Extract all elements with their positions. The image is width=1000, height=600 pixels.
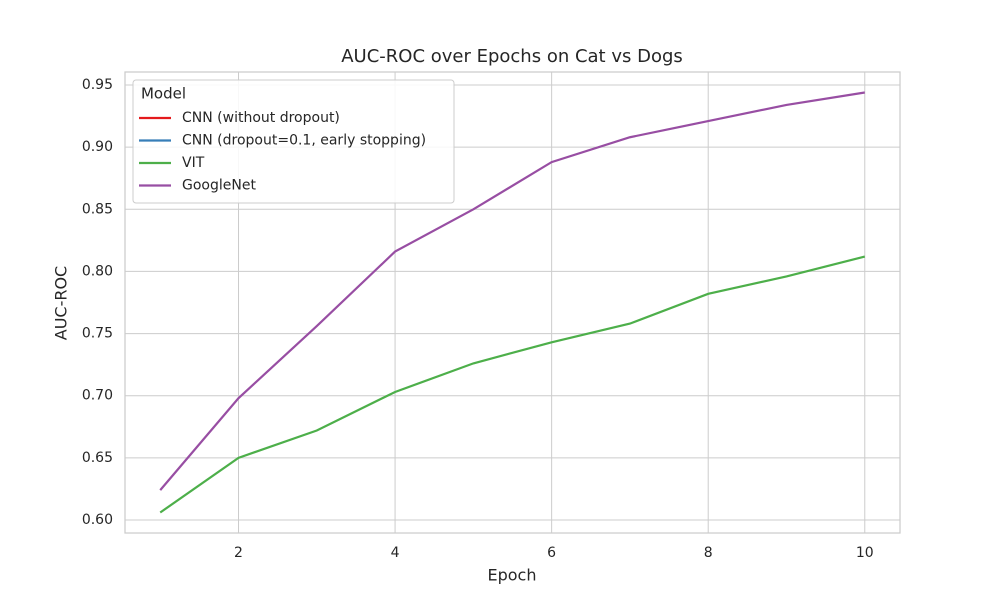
y-tick-label: 0.70: [82, 388, 113, 404]
legend-label: GoogleNet: [182, 178, 256, 194]
x-tick-label: 6: [547, 545, 556, 561]
legend: Model CNN (without dropout) CNN (dropout=0…: [132, 79, 455, 204]
series-line: [159, 255, 866, 514]
legend-label: CNN (without dropout): [182, 110, 340, 126]
legend-label: VIT: [182, 155, 205, 171]
y-tick-label: 0.80: [82, 263, 113, 279]
y-tick-label: 0.60: [82, 512, 113, 528]
plot-frame: [124, 71, 901, 534]
x-tick-label: 10: [856, 545, 874, 561]
legend-box: [132, 79, 455, 204]
y-tick-label: 0.75: [82, 326, 113, 342]
y-tick-label: 0.90: [82, 139, 113, 155]
legend-label: CNN (dropout=0.1, early stopping): [182, 133, 426, 149]
x-axis-label: Epoch: [488, 566, 537, 585]
y-tick-label: 0.65: [82, 450, 113, 466]
series-line: [159, 91, 865, 491]
x-tick-label: 8: [704, 545, 713, 561]
x-tick-label: 2: [234, 545, 243, 561]
y-tick-label: 0.95: [82, 77, 113, 93]
legend-title: Model: [141, 85, 186, 103]
y-tick-label: 0.85: [82, 201, 113, 217]
y-axis-label: AUC-ROC: [52, 266, 71, 340]
x-tick-label: 4: [391, 545, 400, 561]
chart-title: AUC-ROC over Epochs on Cat vs Dogs: [341, 46, 683, 67]
